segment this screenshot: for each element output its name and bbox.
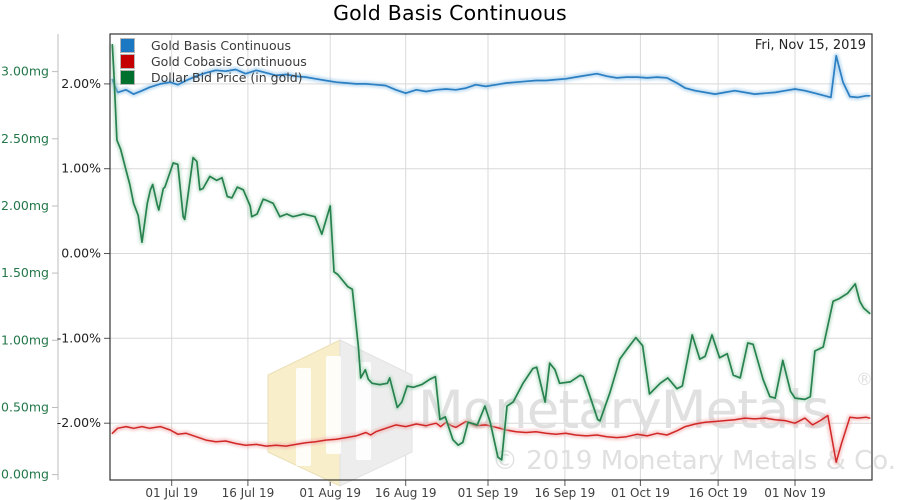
legend-label: Dollar Bid Price (in gold) (151, 69, 303, 85)
x-tick-label: 16 Sep 19 (535, 486, 596, 500)
mg-tick-label: 20.50mg (0, 400, 49, 415)
chart-legend: Gold Basis Continuous Gold Cobasis Conti… (120, 37, 307, 85)
chart-title: Gold Basis Continuous (333, 1, 567, 25)
watermark-cube-bar (296, 368, 311, 466)
plot-border (109, 33, 873, 481)
series-line-mg[interactable] (111, 43, 871, 461)
legend-item-gold-cobasis[interactable]: Gold Cobasis Continuous (120, 53, 307, 69)
pct-tick-label: 0.00% (61, 246, 101, 261)
x-axis-dates: 01 Jul 19 16 Jul 19 01 Aug 19 16 Aug 19 01 S… (145, 480, 826, 500)
x-tick-label: 16 Oct 19 (689, 486, 748, 500)
watermark-registered-icon: ® (856, 370, 873, 390)
pct-tick-label: -2.00% (57, 415, 101, 430)
legend-swatch-blue-icon (120, 37, 135, 53)
legend-item-gold-basis[interactable]: Gold Basis Continuous (120, 37, 307, 53)
x-tick-label: 01 Sep 19 (458, 486, 519, 500)
series-line-pct[interactable] (111, 55, 871, 99)
legend-label: Gold Cobasis Continuous (151, 53, 307, 69)
series-line-pct[interactable] (111, 414, 871, 463)
mg-tick-label: 21.00mg (0, 332, 49, 347)
x-tick-label: 01 Jul 19 (145, 486, 198, 500)
legend-swatch-green-icon (120, 69, 135, 85)
y-axis-milligrams: 23.00mg 22.50mg 22.00mg 21.50mg 21.00mg 20.50… (0, 34, 59, 482)
pct-tick-label: -1.00% (57, 330, 101, 345)
series-lines (109, 43, 872, 465)
x-tick-label: 16 Aug 19 (375, 486, 437, 500)
x-tick-label: 01 Aug 19 (299, 486, 361, 500)
watermark-copyright-text: © 2019 Monetary Metals & Co. (492, 446, 896, 476)
mg-tick-label: 22.00mg (0, 198, 49, 213)
mg-tick-label: 23.00mg (0, 64, 49, 79)
last-date-annotation: Fri, Nov 15, 2019 (754, 38, 866, 53)
mg-tick-label: 21.50mg (0, 265, 49, 280)
x-tick-label: 16 Jul 19 (222, 486, 275, 500)
y-axis-percent: 2.00% 1.00% 0.00% -1.00% -2.00% (57, 76, 110, 430)
monetary-metals-watermark: MonetaryMetals ®© 2019 Monetary Metals & … (267, 339, 896, 487)
x-tick-label: 01 Oct 19 (611, 486, 670, 500)
pct-tick-label: 1.00% (61, 161, 101, 176)
mg-tick-label: 22.50mg (0, 131, 49, 146)
watermark-cube-bar (326, 356, 341, 454)
x-tick-label: 01 Nov 19 (764, 486, 826, 500)
watermark-cube-right-face (339, 339, 413, 487)
legend-label: Gold Basis Continuous (151, 37, 292, 53)
mg-tick-label: 20.00mg (0, 467, 49, 482)
legend-swatch-red-icon (120, 53, 135, 69)
legend-item-dollar-bid-price[interactable]: Dollar Bid Price (in gold) (120, 69, 307, 85)
pct-tick-label: 2.00% (61, 76, 101, 91)
